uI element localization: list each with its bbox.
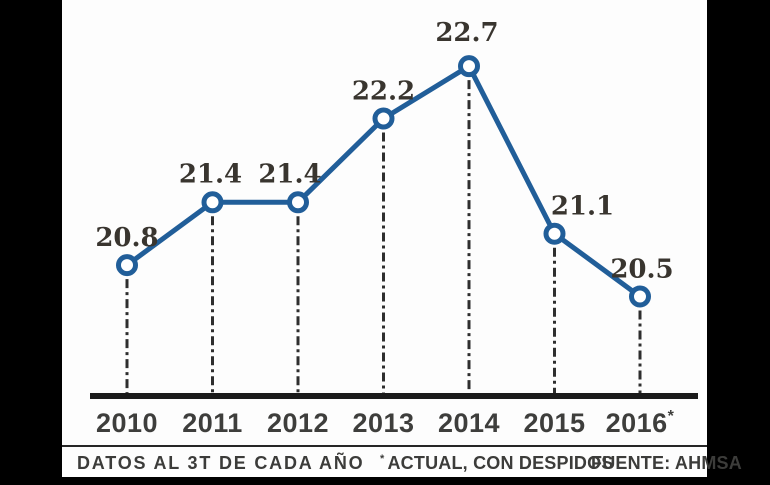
year-label: 2010 [96,408,158,438]
footer-note-actual: * ACTUAL, CON DESPIDOS [380,453,614,474]
line-chart: 20.8 21.4 21.4 22.2 22.7 21.1 20.5 2010 2011 2012… [90,18,698,438]
footer-note-source: FUENTE: AHMSA [591,453,742,473]
footer-note-data-period: DATOS AL 3T DE CADA AÑO [77,453,365,473]
data-point-marker [116,254,138,277]
data-point-marker [458,55,480,78]
point-value-label: 22.2 [352,77,415,107]
point-value-label: 20.5 [610,255,673,285]
point-value-label: 20.8 [95,223,158,253]
point-value-label: 21.1 [551,192,614,222]
year-label: 2014 [438,408,500,438]
year-label: 2016* [606,408,675,438]
asterisk-marker: * [380,453,385,465]
chart-panel: 20.8 21.4 21.4 22.2 22.7 21.1 20.5 2010 2011 2012… [62,0,742,477]
year-label: 2012 [267,408,329,438]
data-point-marker [372,107,395,130]
footer-divider [62,445,707,447]
data-point-marker [201,191,224,214]
footer-note-actual-text: ACTUAL, CON DESPIDOS [387,453,614,473]
data-point-marker [543,222,566,245]
footer-notes: DATOS AL 3T DE CADA AÑO * ACTUAL, CON DES… [62,453,742,477]
point-value-label: 21.4 [258,159,321,189]
year-label: 2011 [182,408,243,438]
data-point-marker [287,191,309,214]
point-value-label: 21.4 [179,159,242,189]
data-point-marker [629,285,651,308]
year-label: 2015 [523,408,585,438]
point-value-label: 22.7 [435,18,498,48]
year-label: 2013 [352,408,414,438]
